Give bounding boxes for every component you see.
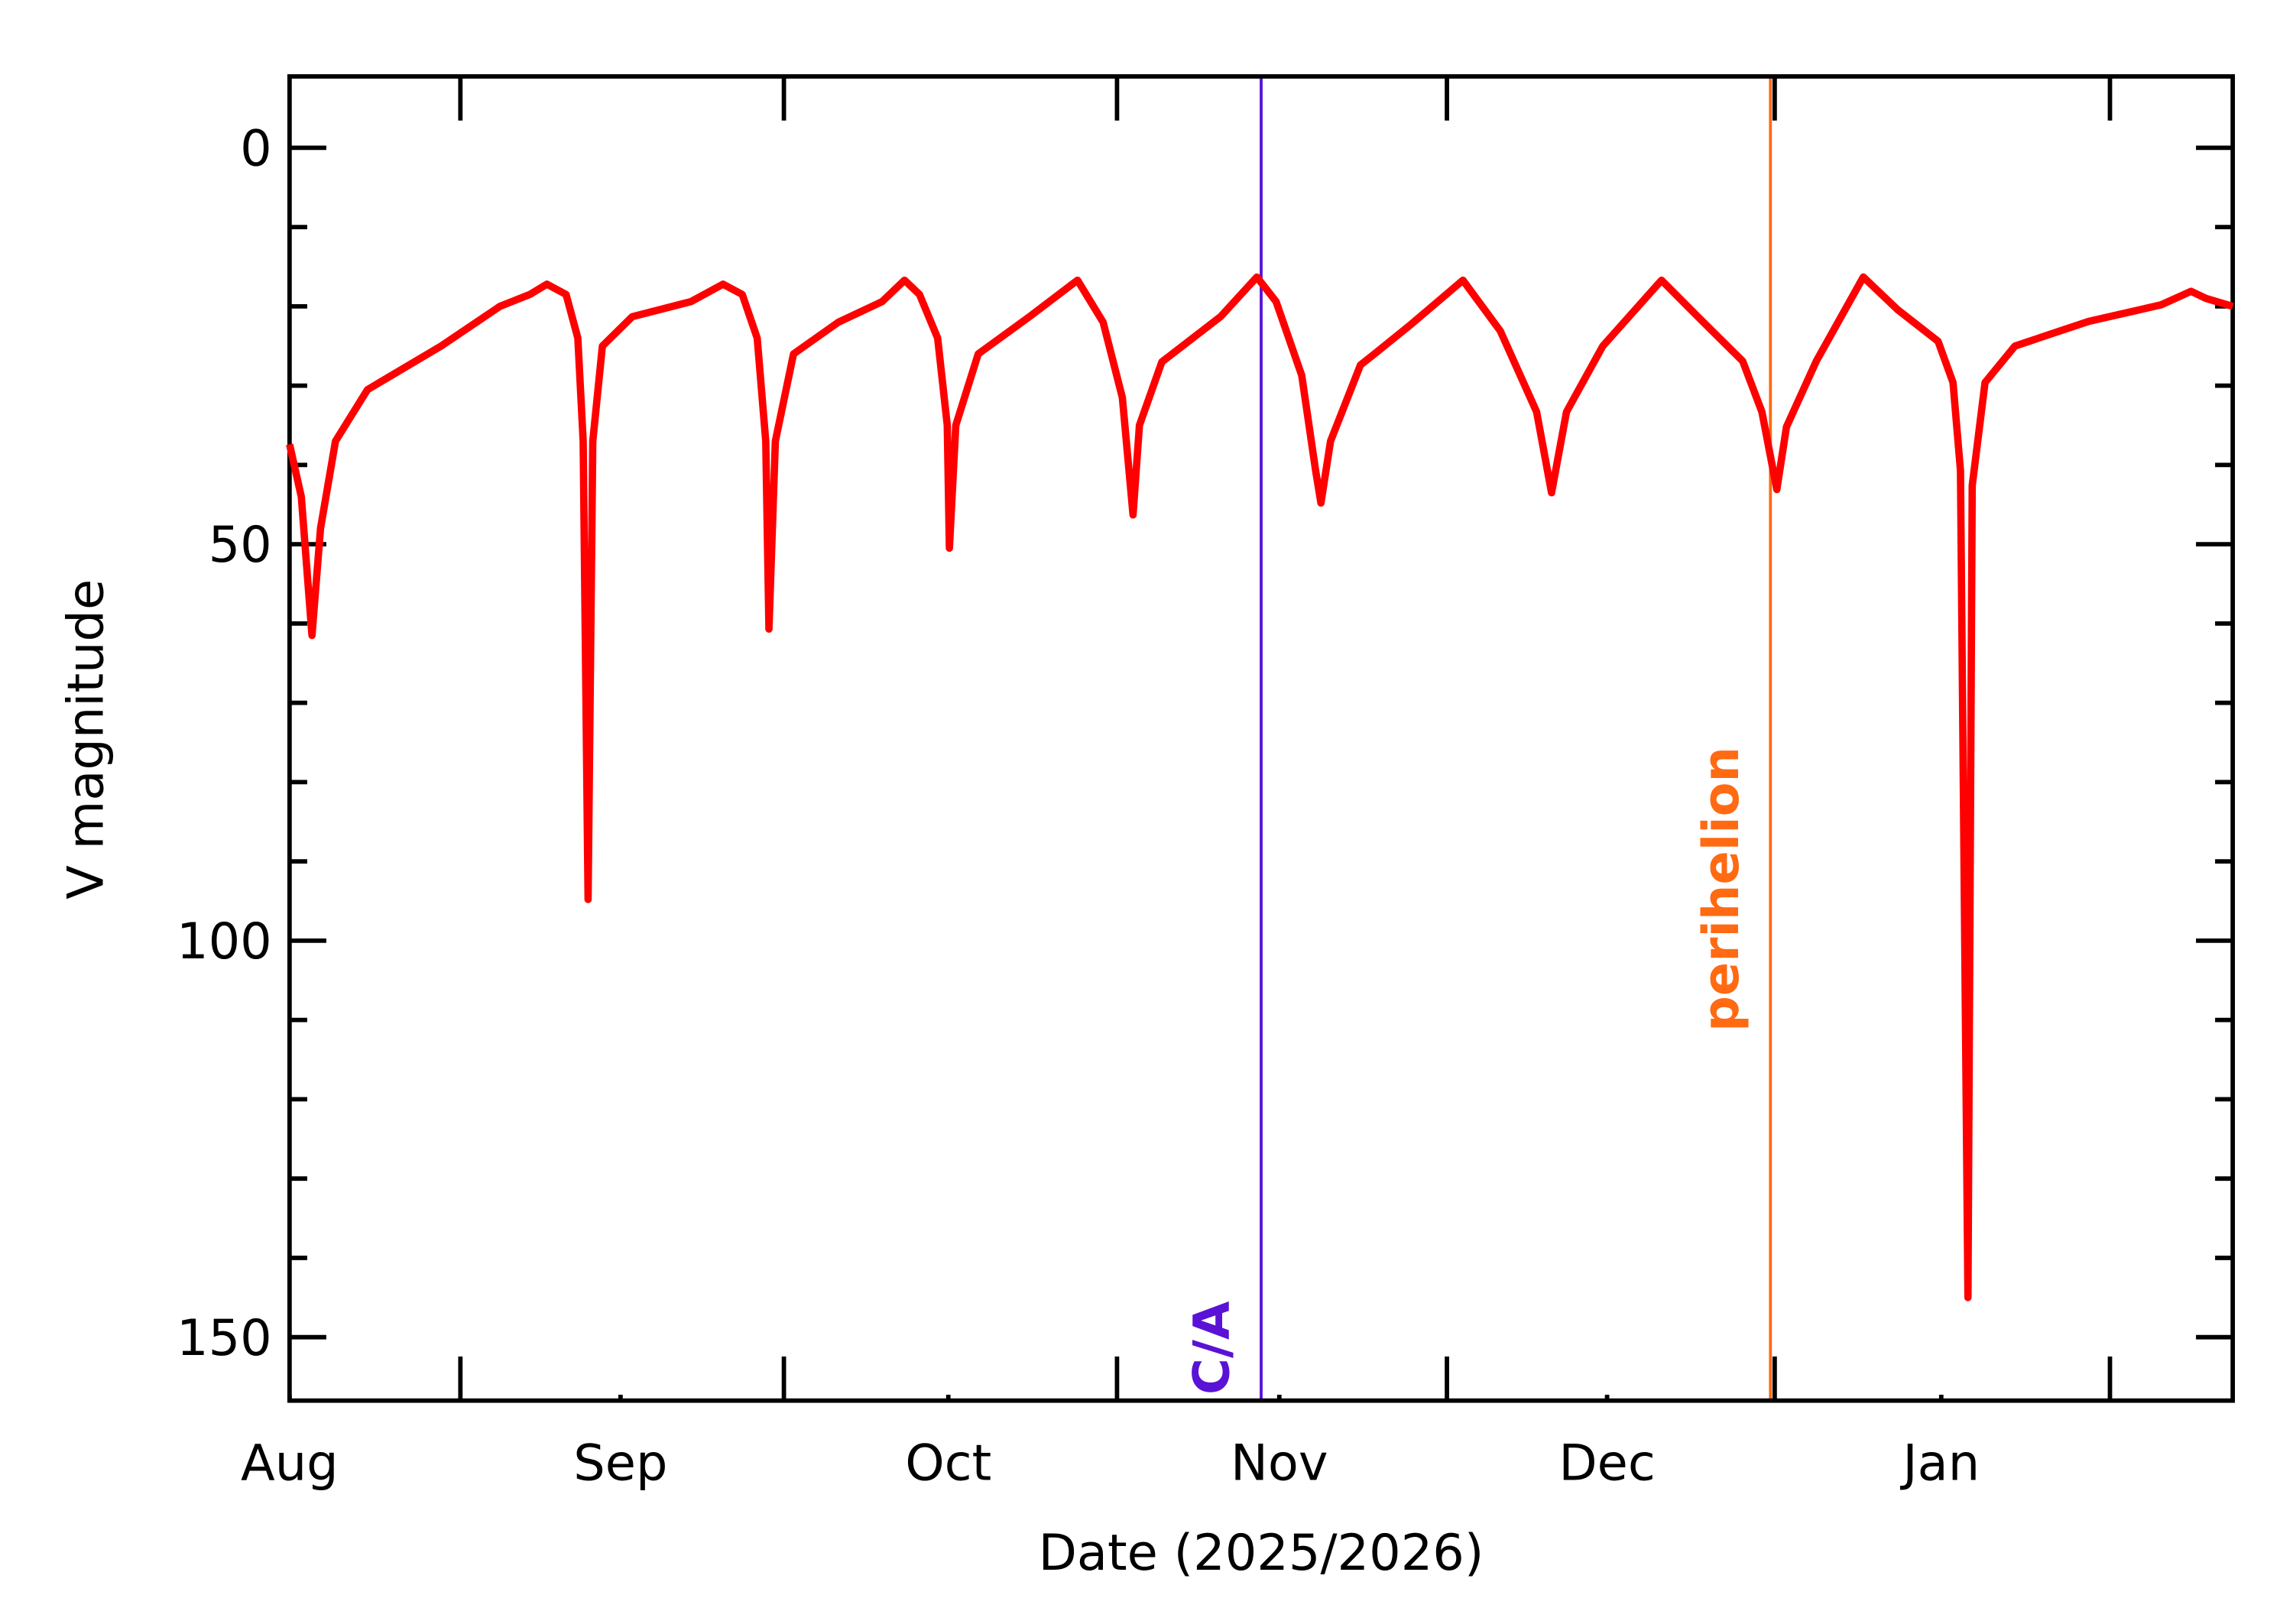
x-tick-label: Jan <box>1899 1434 1980 1493</box>
x-axis-title: Date (2025/2026) <box>1039 1524 1484 1582</box>
x-tick-label: Sep <box>573 1434 667 1493</box>
y-tick-label: 100 <box>177 912 272 971</box>
data-line <box>286 273 2234 1301</box>
x-tick-label: Oct <box>905 1434 991 1493</box>
y-axis-title: V magnitude <box>57 579 115 900</box>
y-tick-label: 50 <box>209 516 272 574</box>
annotation-label: perihelion <box>1692 747 1750 1032</box>
y-tick-label: 0 <box>240 119 272 177</box>
x-tick-label: Dec <box>1558 1434 1656 1493</box>
plot-frame <box>287 74 2236 1403</box>
annotation-label: C/A <box>1183 1301 1241 1395</box>
x-tick-label: Aug <box>241 1434 339 1493</box>
x-tick-label: Nov <box>1231 1434 1328 1493</box>
y-tick-label: 150 <box>177 1309 272 1367</box>
